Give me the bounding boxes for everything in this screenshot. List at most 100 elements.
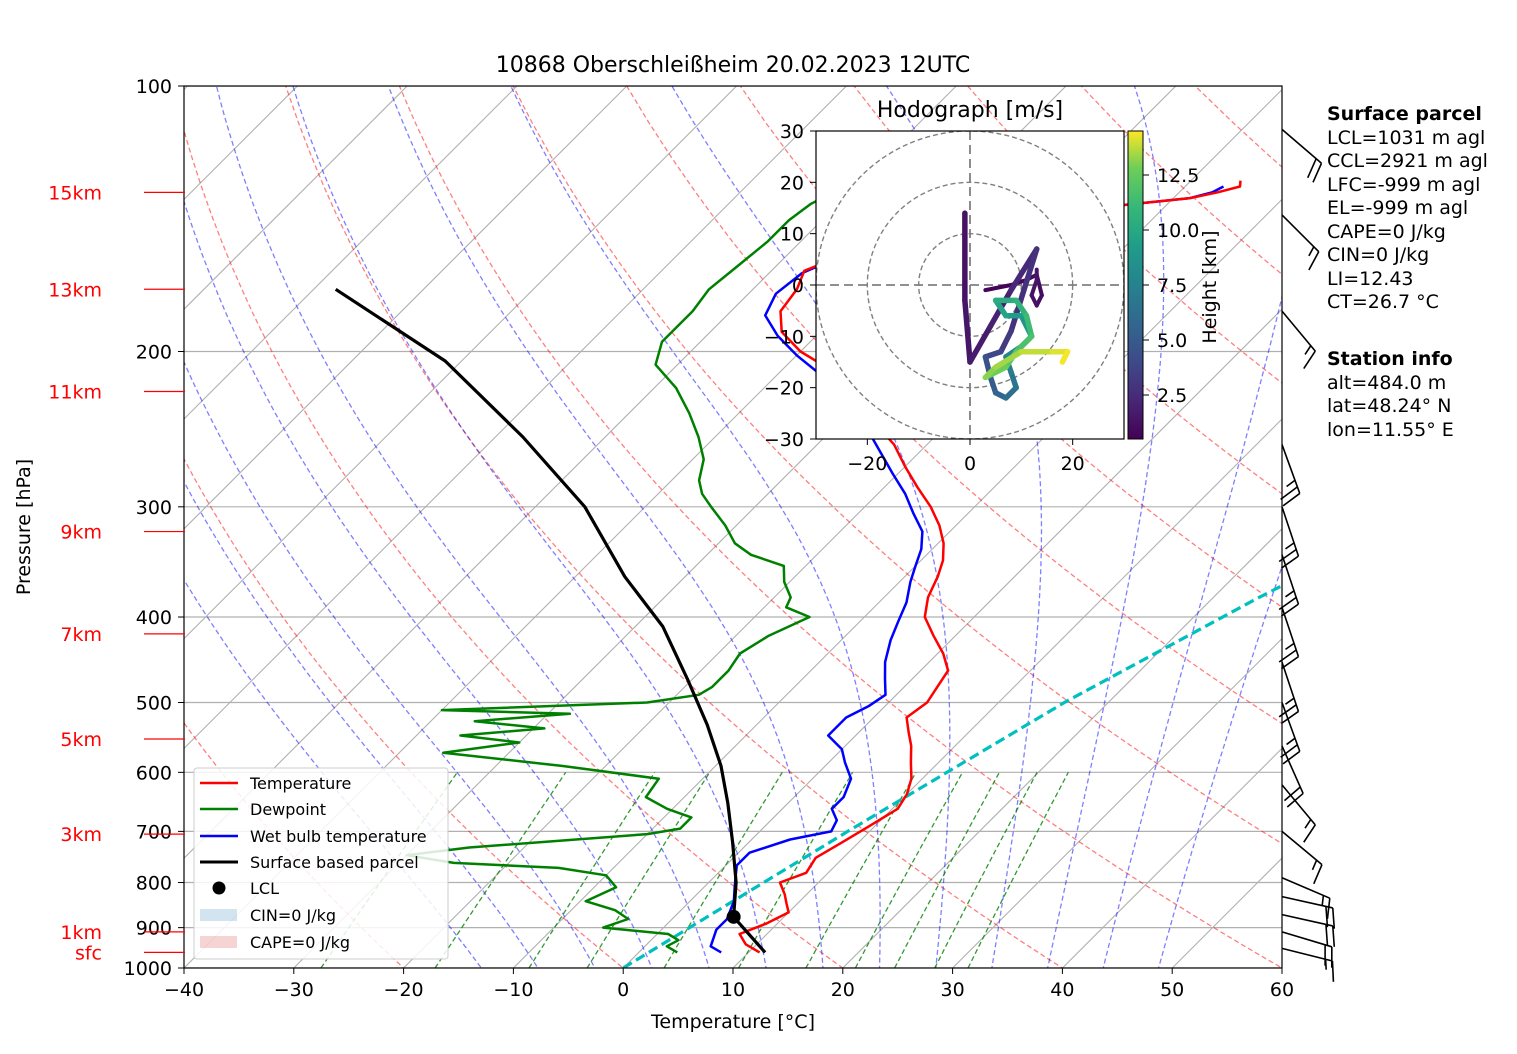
hodograph-y-tick-label: −10: [764, 326, 804, 348]
barb-flag: [1283, 786, 1301, 802]
barb-flag: [1308, 251, 1320, 271]
x-tick-label: 30: [941, 979, 965, 1001]
moist-adiabat: [1046, 86, 1165, 968]
x-tick-label: −10: [493, 979, 533, 1001]
hodograph-grid: [816, 131, 1124, 439]
y-tick-label: 300: [136, 497, 172, 519]
x-tick-label: 40: [1050, 979, 1074, 1001]
x-axis-label: Temperature [°C]: [650, 1011, 815, 1033]
wind-barb: [1281, 830, 1323, 885]
wind-barb: [1278, 554, 1300, 617]
height-label: 7km: [60, 624, 102, 646]
barb-flag: [1331, 925, 1336, 947]
dry-adiabat: [184, 128, 844, 968]
info-alt: alt=484.0 m: [1327, 371, 1447, 394]
legend-cin: CIN=0 J/kg: [250, 906, 336, 925]
barb-half-flag: [1308, 246, 1315, 257]
hodograph-segment: [1013, 333, 1035, 355]
mixing-ratio-line: [434, 771, 567, 968]
x-tick-label: 20: [831, 979, 855, 1001]
hodograph-y-tick-label: −30: [764, 429, 804, 451]
isotherm: [732, 418, 1282, 968]
barb-half-flag: [1285, 590, 1295, 598]
isotherm: [842, 528, 1282, 968]
barb-staff: [1281, 784, 1316, 826]
dewpoint-line: [405, 191, 834, 954]
hodograph-ticks: −20 0 20 30 20 10 0 −10 −20 −30: [764, 121, 1085, 475]
y-axis-label: Pressure [hPa]: [13, 459, 35, 595]
wind-barb: [1278, 607, 1300, 670]
wind-barb: [1281, 784, 1316, 843]
isotherm: [184, 86, 738, 640]
y-tick-label: 1000: [124, 958, 172, 980]
barb-half-flag: [1304, 819, 1312, 829]
colorbar-tick-label: 5.0: [1157, 330, 1187, 352]
colorbar: [1127, 130, 1144, 440]
mixing-ratio-line: [934, 771, 1038, 968]
info-lcl: LCL=1031 m agl: [1327, 126, 1486, 149]
barb-half-flag: [1285, 542, 1295, 550]
y-tick-label: 500: [136, 692, 172, 714]
info-lon: lon=11.55° E: [1327, 418, 1454, 441]
y-tick-label: 100: [136, 76, 172, 98]
hodograph-y-tick-label: 30: [780, 121, 804, 143]
barb-flag: [1280, 603, 1299, 617]
x-tick-label: −30: [274, 979, 314, 1001]
moist-adiabat: [1157, 564, 1282, 968]
hodograph-segment: [983, 283, 1014, 293]
barb-flag: [1278, 548, 1297, 563]
surface-parcel-title: Surface parcel: [1327, 103, 1482, 125]
barb-flag: [1280, 655, 1299, 670]
barb-staff: [1281, 661, 1300, 712]
hodograph-segment: [1059, 348, 1071, 365]
hodograph-segment: [962, 297, 973, 365]
colorbar-tick-label: 2.5: [1157, 385, 1187, 407]
y-tick-label: 900: [136, 918, 172, 940]
hodograph-title: Hodograph [m/s]: [877, 98, 1063, 123]
wind-barb: [1281, 128, 1323, 183]
moist-adiabat: [510, 86, 881, 968]
y-axis-ticks: 100 200 300 400 500 600 700 800 900 1000: [124, 76, 184, 980]
legend-cape: CAPE=0 J/kg: [250, 933, 350, 952]
y-tick-label: 800: [136, 873, 172, 895]
hodograph-x-tick-label: −20: [847, 453, 887, 475]
info-cape: CAPE=0 J/kg: [1327, 220, 1446, 243]
hodograph-segment: [1013, 297, 1030, 319]
info-cin: CIN=0 J/kg: [1327, 244, 1430, 266]
barb-flag: [1326, 898, 1331, 920]
moist-adiabat: [387, 86, 824, 968]
isotherm: [0, 46, 8, 987]
barb-half-flag: [1285, 697, 1295, 705]
x-tick-label: −40: [164, 979, 204, 1001]
x-tick-label: 50: [1160, 979, 1184, 1001]
dry-adiabat: [512, 86, 1282, 845]
wind-barb: [1281, 913, 1336, 947]
barb-staff: [1281, 947, 1333, 962]
info-el: EL=-999 m agl: [1327, 197, 1469, 219]
wind-barb: [1281, 895, 1336, 929]
barb-half-flag: [1286, 479, 1296, 488]
station-info-title: Station info: [1327, 348, 1453, 370]
x-axis-ticks: −40 −30 −20 −10 0 10 20 30 40 50 60: [164, 968, 1294, 1001]
height-label: 5km: [60, 729, 102, 751]
barb-staff: [1281, 830, 1323, 866]
barb-flag: [1280, 710, 1299, 725]
barb-flag: [1303, 824, 1316, 843]
legend-wetbulb: Wet bulb temperature: [250, 827, 427, 846]
isotherm: [622, 308, 1282, 968]
hodograph-x-tick-label: 20: [1061, 453, 1085, 475]
y-tick-label: 200: [136, 342, 172, 364]
barb-flag: [1286, 792, 1304, 808]
wind-barb: [1280, 702, 1301, 765]
barb-flag: [1280, 555, 1299, 569]
height-label: 1km: [60, 922, 102, 944]
legend-parcel: Surface based parcel: [250, 853, 419, 872]
mixing-ratio-line: [894, 771, 1000, 968]
legend-temperature: Temperature: [249, 774, 351, 793]
hodograph-y-tick-label: 10: [780, 224, 804, 246]
moist-adiabat: [885, 86, 1043, 968]
colorbar-label: Height [km]: [1199, 230, 1221, 343]
barb-staff: [1281, 913, 1333, 927]
barb-half-flag: [1304, 345, 1312, 355]
